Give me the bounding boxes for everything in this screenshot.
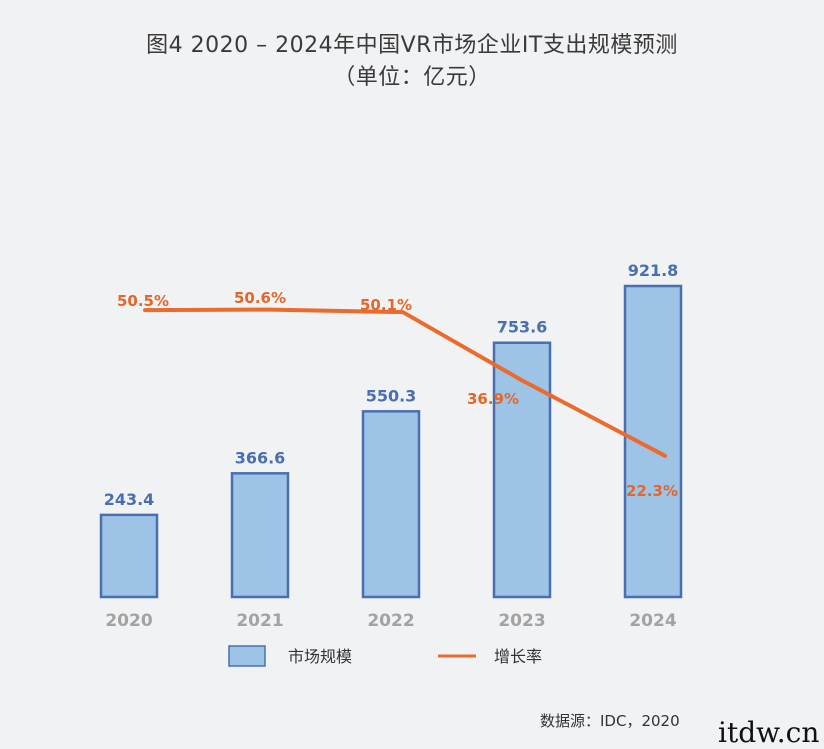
legend-bar-label: 市场规模 bbox=[288, 647, 352, 666]
bar-2020 bbox=[99, 513, 159, 599]
bar-value-label-2022: 550.3 bbox=[366, 386, 417, 405]
x-tick-label-2020: 2020 bbox=[105, 611, 152, 631]
bar-value-label-2023: 753.6 bbox=[497, 318, 548, 337]
x-tick-label-2024: 2024 bbox=[629, 611, 676, 631]
bar-2022 bbox=[361, 410, 421, 599]
x-tick-label-2023: 2023 bbox=[498, 611, 545, 631]
legend-line-label: 增长率 bbox=[494, 647, 542, 666]
watermark: itdw.cn bbox=[718, 716, 820, 749]
x-tick-label-2022: 2022 bbox=[367, 611, 414, 631]
chart-title-block: 图4 2020 – 2024年中国VR市场企业IT支出规模预测 （单位：亿元） bbox=[0, 30, 824, 94]
chart-title: 图4 2020 – 2024年中国VR市场企业IT支出规模预测 bbox=[146, 33, 678, 58]
chart-subtitle: （单位：亿元） bbox=[333, 65, 491, 90]
rate-label-2020: 50.5% bbox=[117, 292, 169, 310]
bar-value-label-2024: 921.8 bbox=[628, 261, 679, 280]
bar-2023 bbox=[492, 341, 552, 599]
bar-value-label-2021: 366.6 bbox=[235, 448, 286, 467]
bar-2021 bbox=[230, 472, 290, 599]
growth-rate-line bbox=[143, 307, 667, 458]
rate-label-2022: 50.1% bbox=[360, 296, 412, 314]
x-tick-label-2021: 2021 bbox=[236, 611, 283, 631]
rate-label-2023: 36.9% bbox=[467, 390, 519, 408]
rate-label-2021: 50.6% bbox=[234, 289, 286, 307]
legend-bar-swatch bbox=[228, 645, 266, 667]
rate-label-2024: 22.3% bbox=[626, 482, 678, 500]
bar-2024 bbox=[623, 284, 683, 599]
bar-value-label-2020: 243.4 bbox=[104, 490, 155, 509]
source-note: 数据源：IDC，2020 bbox=[540, 712, 680, 730]
